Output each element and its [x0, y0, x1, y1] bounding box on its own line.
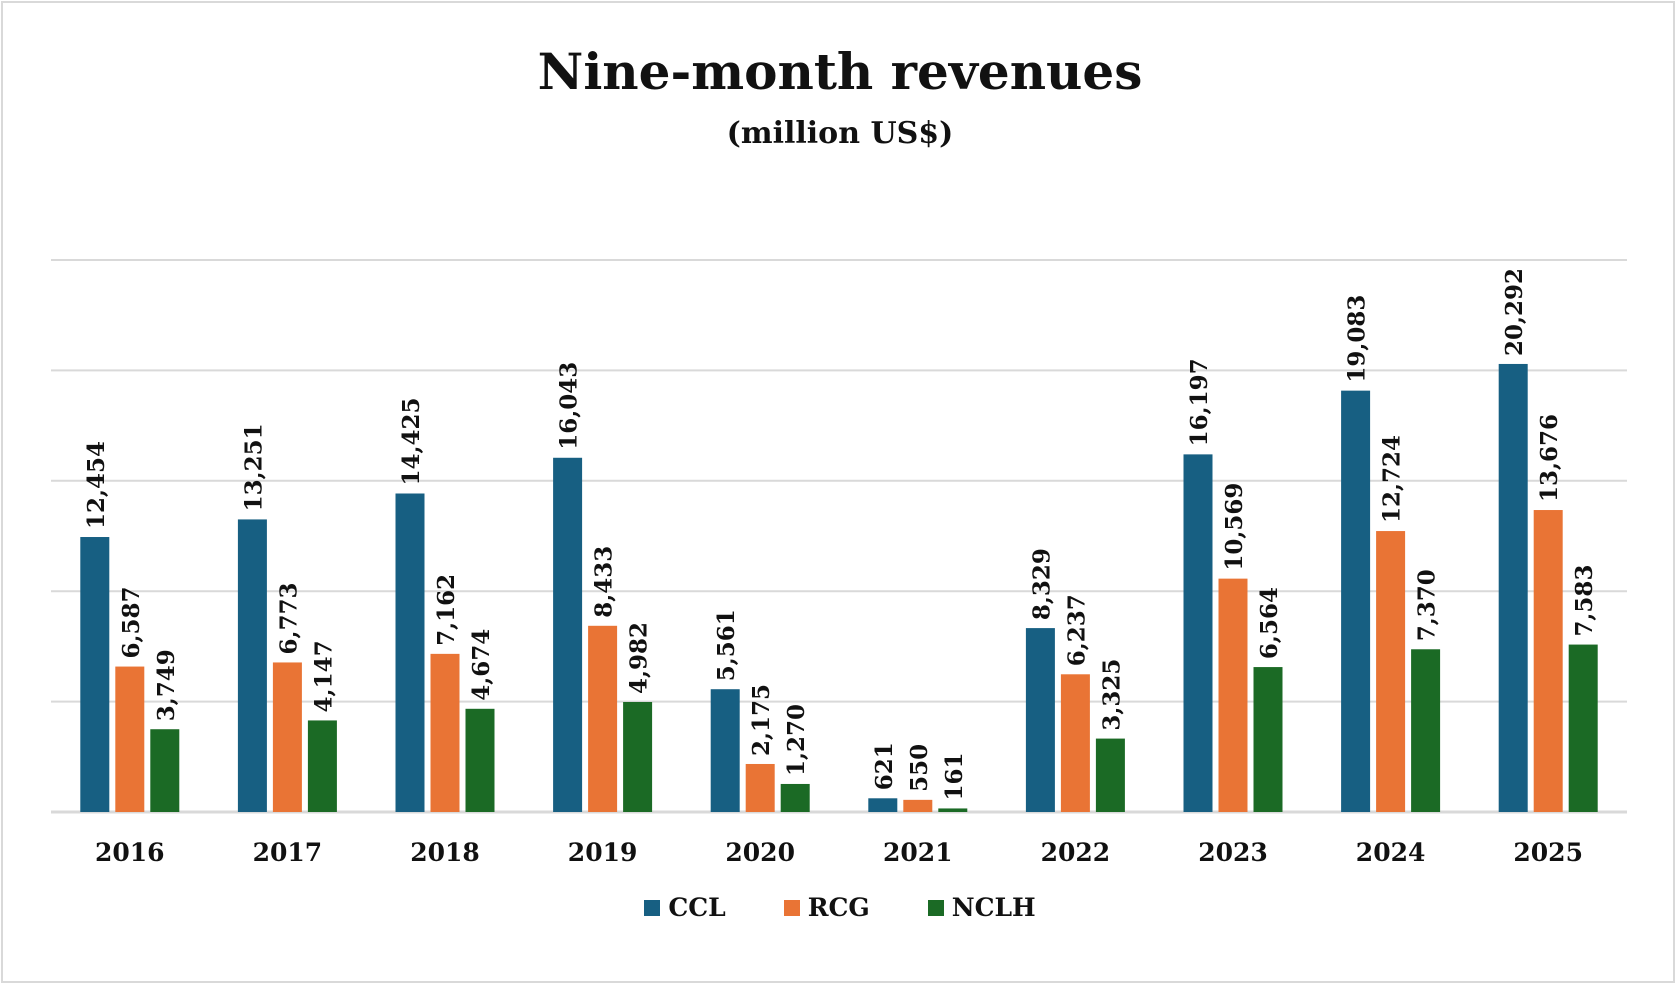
legend-label-nclh: NCLH: [951, 893, 1036, 922]
data-label: 16,043: [556, 362, 583, 450]
data-label: 161: [941, 752, 968, 800]
data-label: 7,370: [1414, 569, 1441, 641]
legend-item-rcg: RCG: [783, 893, 870, 922]
data-label: 3,749: [153, 649, 180, 721]
legend-label-ccl: CCL: [668, 893, 726, 922]
data-label: 13,251: [240, 423, 267, 511]
x-tick-label: 2023: [1198, 838, 1268, 867]
data-label: 5,561: [713, 609, 740, 681]
data-label: 4,674: [468, 629, 495, 701]
bar-nclh-2025: [1568, 644, 1598, 812]
bar-ccl-2021: [868, 798, 898, 812]
data-label: 7,162: [433, 574, 460, 646]
bar-ccl-2017: [237, 519, 267, 812]
legend-label-rcg: RCG: [807, 893, 870, 922]
data-label: 12,724: [1379, 435, 1406, 523]
x-tick-label: 2024: [1356, 838, 1426, 867]
legend-swatch-rcg: [783, 899, 800, 916]
bar-ccl-2023: [1183, 454, 1213, 812]
bar-nclh-2019: [623, 701, 653, 812]
bar-ccl-2024: [1341, 390, 1371, 812]
x-tick-label: 2020: [725, 838, 795, 867]
bar-rcg-2017: [272, 662, 302, 812]
bar-nclh-2016: [150, 729, 180, 812]
legend: CCL RCG NCLH: [0, 893, 1680, 922]
data-label: 6,237: [1063, 594, 1090, 666]
bar-nclh-2020: [780, 783, 810, 812]
data-label: 7,583: [1571, 565, 1598, 637]
bar-ccl-2025: [1498, 363, 1528, 812]
data-label: 8,433: [591, 546, 618, 618]
x-tick-label: 2022: [1041, 838, 1111, 867]
data-label: 3,325: [1098, 659, 1125, 731]
bar-rcg-2018: [430, 653, 460, 812]
x-tick-label: 2021: [883, 838, 953, 867]
bar-nclh-2021: [938, 808, 968, 812]
bar-ccl-2016: [80, 537, 110, 812]
bar-rcg-2019: [588, 625, 618, 812]
bar-rcg-2020: [745, 763, 775, 812]
data-label: 550: [906, 744, 933, 792]
bar-rcg-2024: [1376, 531, 1406, 812]
x-tick-label: 2025: [1513, 838, 1583, 867]
bar-rcg-2021: [903, 799, 933, 812]
x-tick-label: 2019: [568, 838, 638, 867]
data-label: 2,175: [748, 684, 775, 756]
bar-ccl-2019: [553, 457, 583, 812]
x-tick-label: 2017: [253, 838, 323, 867]
legend-swatch-nclh: [927, 899, 944, 916]
bar-nclh-2022: [1095, 738, 1125, 812]
data-label: 10,569: [1221, 483, 1248, 571]
bar-nclh-2017: [307, 720, 337, 812]
data-label: 4,147: [310, 640, 337, 712]
legend-item-nclh: NCLH: [927, 893, 1036, 922]
bar-ccl-2020: [710, 689, 740, 812]
chart-subtitle: (million US$): [726, 116, 954, 151]
x-tick-label: 2016: [95, 838, 165, 867]
chart-title: Nine-month revenues: [537, 42, 1143, 101]
data-label: 6,564: [1256, 587, 1283, 659]
legend-swatch-ccl: [644, 899, 661, 916]
data-label: 14,425: [398, 397, 425, 485]
data-label: 1,270: [783, 704, 810, 776]
bar-rcg-2022: [1060, 674, 1090, 812]
bar-rcg-2023: [1218, 578, 1248, 812]
data-label: 4,982: [626, 622, 653, 694]
bar-nclh-2024: [1411, 649, 1441, 812]
data-label: 12,454: [83, 441, 110, 529]
bar-rcg-2025: [1533, 510, 1563, 812]
data-label: 16,197: [1186, 358, 1213, 446]
data-label: 13,676: [1536, 414, 1563, 502]
data-label: 19,083: [1344, 295, 1371, 383]
bar-ccl-2018: [395, 493, 425, 812]
bar-ccl-2022: [1025, 628, 1055, 812]
bar-nclh-2023: [1253, 667, 1283, 812]
data-label: 621: [871, 742, 898, 790]
data-label: 20,292: [1501, 268, 1528, 356]
x-tick-label: 2018: [410, 838, 480, 867]
bar-rcg-2016: [115, 666, 145, 812]
data-label: 8,329: [1028, 548, 1055, 620]
bar-nclh-2018: [465, 708, 495, 812]
data-label: 6,773: [275, 582, 302, 654]
legend-item-ccl: CCL: [644, 893, 726, 922]
data-label: 6,587: [118, 587, 145, 659]
